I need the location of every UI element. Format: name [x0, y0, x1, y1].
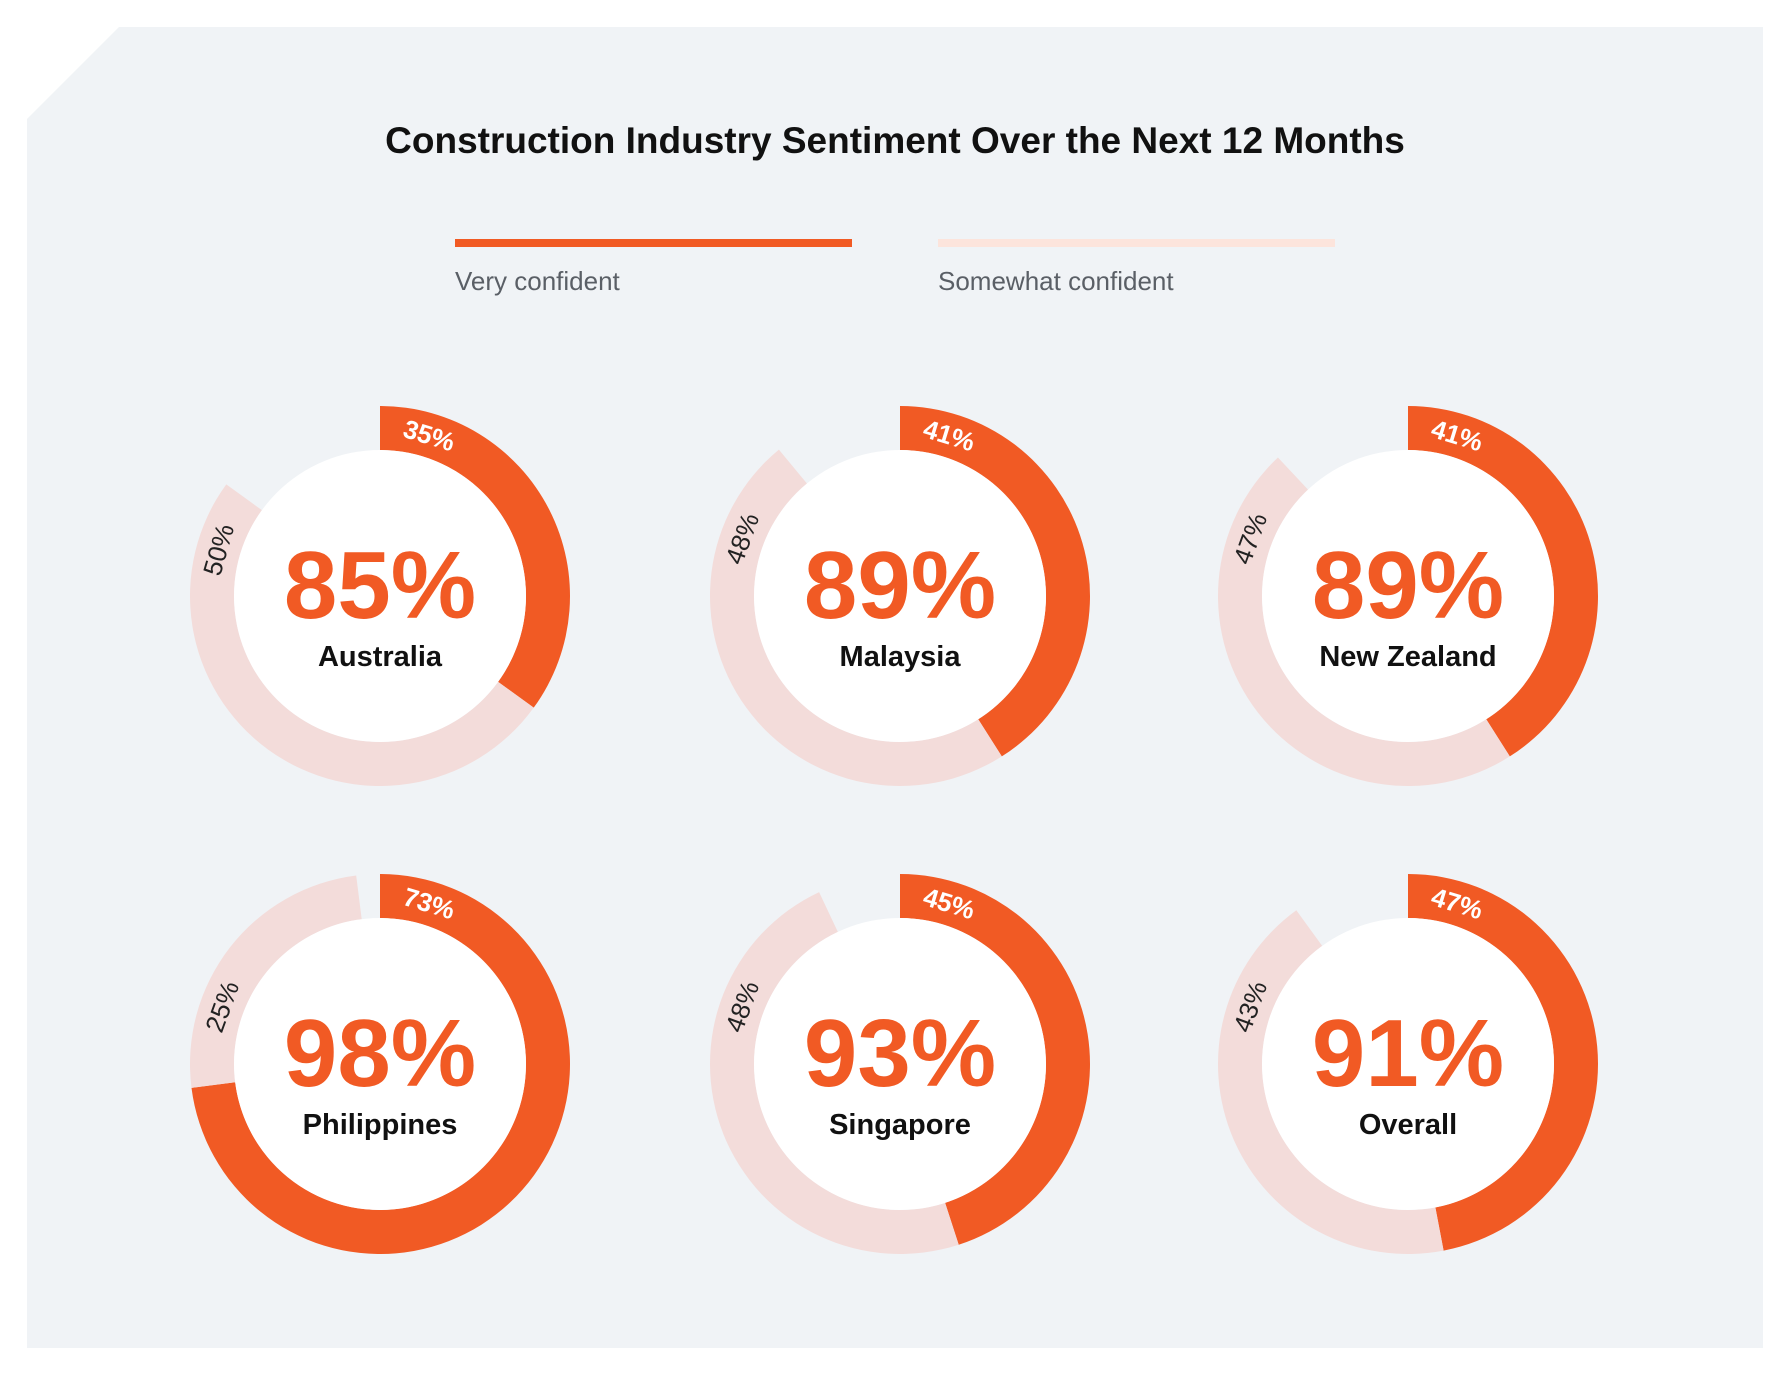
legend-label-very-confident: Very confident: [455, 266, 620, 296]
donut-center-australia: [234, 450, 526, 742]
total-value-new-zealand: 89%: [1312, 532, 1504, 639]
country-label-overall: Overall: [1359, 1109, 1457, 1141]
segment-somewhat-confident-singapore: [710, 892, 959, 1254]
segment-very-confident-overall: [1408, 874, 1598, 1251]
chart-title: Construction Industry Sentiment Over the…: [385, 120, 1405, 161]
legend-label-somewhat-confident: Somewhat confident: [938, 266, 1174, 296]
segment-very-confident-new-zealand: [1408, 406, 1598, 757]
country-label-philippines: Philippines: [303, 1109, 458, 1141]
country-label-singapore: Singapore: [829, 1109, 971, 1141]
total-value-overall: 91%: [1312, 1000, 1504, 1107]
donut-center-philippines: [234, 918, 526, 1210]
segment-somewhat-confident-malaysia: [710, 449, 1002, 786]
donut-center-malaysia: [754, 450, 1046, 742]
segment-very-confident-singapore: [900, 874, 1090, 1245]
total-value-malaysia: 89%: [804, 532, 996, 639]
segment-somewhat-confident-new-zealand: [1217, 457, 1510, 787]
country-label-malaysia: Malaysia: [840, 641, 962, 673]
segment-somewhat-confident-overall: [1218, 910, 1444, 1254]
donut-center-overall: [1262, 918, 1554, 1210]
total-value-philippines: 98%: [284, 1000, 476, 1107]
donut-center-new-zealand: [1262, 450, 1554, 742]
segment-very-confident-malaysia: [900, 406, 1090, 757]
segment-very-confident-australia: [380, 406, 570, 708]
country-label-new-zealand: New Zealand: [1319, 641, 1496, 673]
segment-somewhat-confident-philippines: [189, 875, 362, 1088]
legend-swatch-somewhat-confident: [938, 239, 1335, 247]
donut-center-singapore: [754, 918, 1046, 1210]
total-value-australia: 85%: [284, 532, 476, 639]
legend-swatch-very-confident: [455, 239, 852, 247]
country-label-australia: Australia: [318, 641, 443, 673]
total-value-singapore: 93%: [804, 1000, 996, 1107]
segment-somewhat-confident-australia: [189, 484, 534, 787]
